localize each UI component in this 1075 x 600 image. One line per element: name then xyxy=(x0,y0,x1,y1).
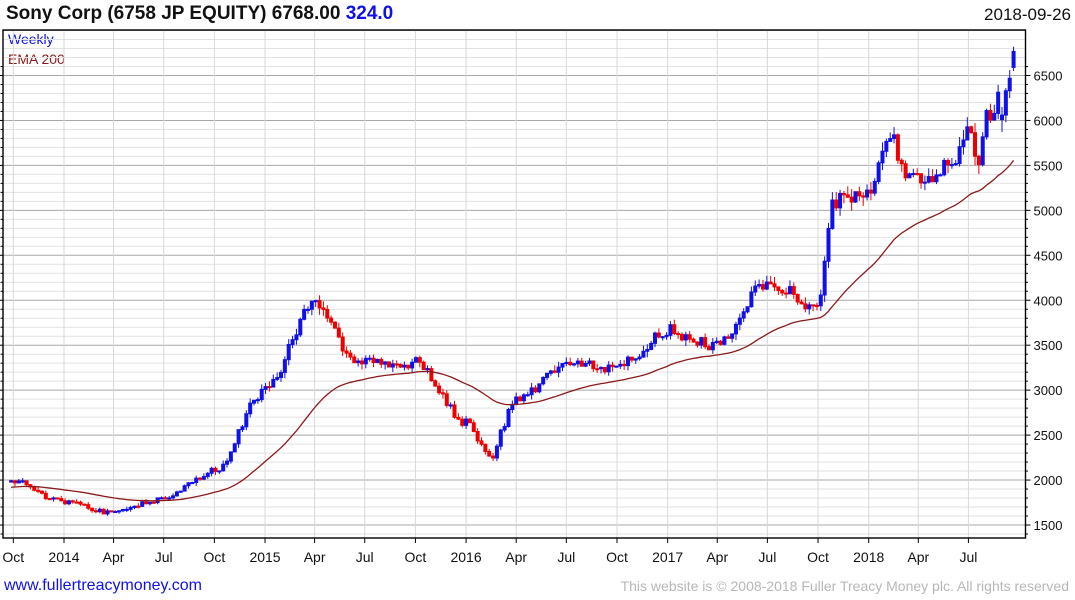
svg-text:Oct: Oct xyxy=(606,549,628,565)
svg-text:Apr: Apr xyxy=(103,549,125,565)
svg-text:Oct: Oct xyxy=(2,549,24,565)
svg-text:2015: 2015 xyxy=(249,549,280,565)
svg-text:Apr: Apr xyxy=(304,549,326,565)
svg-text:Oct: Oct xyxy=(405,549,427,565)
svg-text:5500: 5500 xyxy=(1034,158,1063,173)
svg-text:6000: 6000 xyxy=(1034,113,1063,128)
svg-text:4500: 4500 xyxy=(1034,248,1063,263)
svg-text:Jul: Jul xyxy=(155,549,173,565)
svg-text:2500: 2500 xyxy=(1034,428,1063,443)
svg-text:2018: 2018 xyxy=(853,549,884,565)
svg-text:Jul: Jul xyxy=(557,549,575,565)
svg-text:Jul: Jul xyxy=(758,549,776,565)
svg-text:2000: 2000 xyxy=(1034,473,1063,488)
svg-text:2017: 2017 xyxy=(652,549,683,565)
svg-text:5000: 5000 xyxy=(1034,203,1063,218)
svg-text:Apr: Apr xyxy=(706,549,728,565)
svg-text:Apr: Apr xyxy=(907,549,929,565)
svg-text:Jul: Jul xyxy=(959,549,977,565)
svg-text:Apr: Apr xyxy=(505,549,527,565)
svg-text:3500: 3500 xyxy=(1034,338,1063,353)
svg-text:4000: 4000 xyxy=(1034,293,1063,308)
svg-text:3000: 3000 xyxy=(1034,383,1063,398)
svg-text:2016: 2016 xyxy=(450,549,481,565)
svg-text:Jul: Jul xyxy=(356,549,374,565)
svg-text:6500: 6500 xyxy=(1034,69,1063,84)
svg-text:Oct: Oct xyxy=(203,549,225,565)
svg-text:Oct: Oct xyxy=(807,549,829,565)
svg-text:1500: 1500 xyxy=(1034,518,1063,533)
svg-text:2014: 2014 xyxy=(48,549,79,565)
